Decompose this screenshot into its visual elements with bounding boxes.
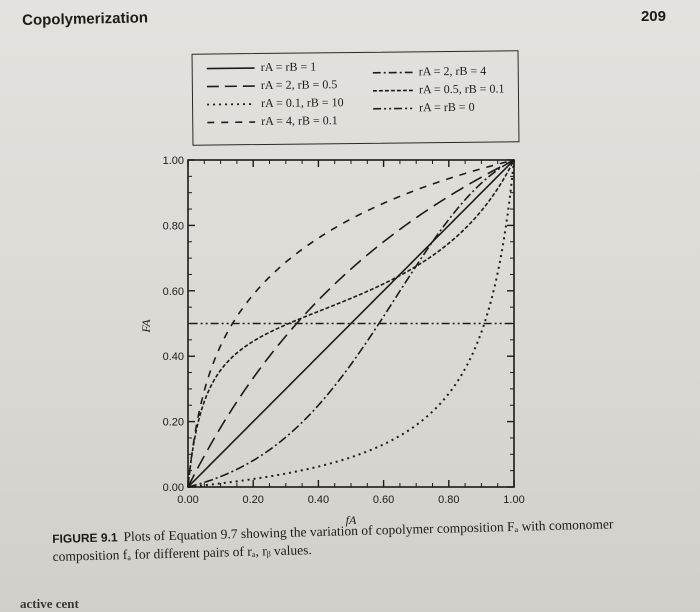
legend-swatch: [372, 89, 413, 92]
data-series: [187, 159, 515, 488]
legend-item: rA = rB = 1: [206, 59, 317, 75]
y-tick-label: 1.00: [163, 155, 184, 167]
legend-swatch: [206, 66, 255, 69]
legend-item: rA = 0.5, rB = 0.1: [372, 81, 505, 97]
legend-item: rA = rB = 0: [373, 100, 475, 116]
x-tick-label: 0.60: [373, 494, 394, 506]
series-line: [187, 159, 515, 488]
x-tick-label: 0.00: [177, 494, 198, 506]
series-line: [187, 159, 515, 488]
x-tick-label: 0.80: [438, 494, 459, 506]
caption-figure-label: FIGURE 9.1: [52, 530, 118, 546]
x-axis-label: fA: [346, 513, 357, 527]
series-line: [187, 159, 515, 488]
legend-item: rA = 2, rB = 4: [372, 64, 487, 80]
chart-legend: rA = rB = 1 rA = 2, rB = 0.5 rA = 0.1, r…: [191, 50, 520, 146]
legend-swatch: [373, 107, 414, 110]
y-tick-label: 0.60: [163, 286, 184, 298]
legend-swatch: [207, 102, 256, 105]
y-tick-label: 0.00: [163, 482, 184, 494]
x-tick-label: 1.00: [503, 494, 524, 506]
series-line: [187, 159, 515, 488]
series-line: [187, 159, 515, 488]
axis-ticks: [187, 159, 515, 488]
y-tick-label: 0.20: [163, 417, 184, 429]
y-axis-label: FA: [139, 319, 153, 334]
y-axis-tick-labels: 0.00 0.20 0.40 0.60 0.80 1.00: [163, 155, 184, 494]
y-tick-label: 0.40: [163, 351, 184, 363]
legend-item: rA = 0.1, rB = 10: [207, 95, 344, 111]
page-number: 209: [640, 8, 666, 25]
y-tick-label: 0.80: [163, 220, 184, 232]
x-tick-label: 0.40: [308, 494, 329, 506]
series-line: [187, 159, 515, 488]
legend-item: rA = 2, rB = 0.5: [206, 77, 338, 93]
x-axis-tick-labels: 0.00 0.20 0.40 0.60 0.80 1.00: [177, 494, 524, 506]
next-paragraph-fragment: active cent: [20, 596, 79, 611]
legend-swatch: [206, 84, 255, 87]
x-tick-label: 0.20: [242, 494, 263, 506]
legend-swatch: [372, 71, 413, 74]
